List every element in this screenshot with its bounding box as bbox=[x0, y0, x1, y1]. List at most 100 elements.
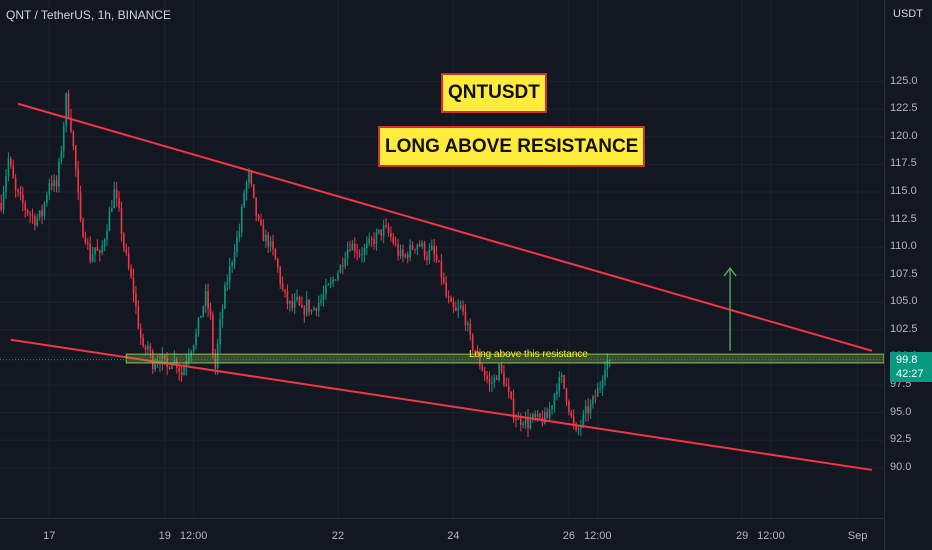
candle-body bbox=[498, 363, 500, 380]
candle bbox=[450, 295, 452, 303]
candle bbox=[89, 236, 92, 264]
candle-body bbox=[358, 253, 361, 256]
candle-body bbox=[481, 365, 484, 371]
candle bbox=[418, 240, 421, 248]
candle-body bbox=[46, 194, 48, 203]
candle-body bbox=[558, 377, 561, 392]
candle-body bbox=[510, 391, 512, 399]
candle-body bbox=[308, 299, 310, 312]
candle-body bbox=[14, 178, 17, 190]
time-tick-label: 22 bbox=[331, 530, 345, 542]
price-tick-label: 117.5 bbox=[890, 157, 917, 170]
candle-body bbox=[577, 428, 580, 430]
candle bbox=[22, 186, 24, 212]
candle-body bbox=[464, 311, 467, 326]
trendline bbox=[10, 338, 873, 471]
price-tick-label: 120.0 bbox=[890, 129, 918, 142]
price-tick-label: 125.0 bbox=[890, 74, 918, 87]
candle bbox=[445, 275, 448, 298]
candle-body bbox=[433, 245, 435, 255]
candle bbox=[329, 277, 332, 289]
candle bbox=[221, 304, 224, 328]
candle bbox=[24, 200, 27, 218]
time-tick-label: 26 bbox=[562, 530, 575, 542]
candle-body bbox=[111, 208, 113, 212]
candle-body bbox=[418, 244, 421, 247]
candle bbox=[82, 217, 84, 238]
candle bbox=[94, 247, 96, 263]
candle-body bbox=[378, 229, 380, 233]
candle-body bbox=[123, 233, 125, 249]
candle-body bbox=[515, 418, 517, 420]
candle bbox=[212, 311, 214, 359]
drawings bbox=[0, 102, 885, 471]
candle-body bbox=[72, 131, 75, 147]
candle-body bbox=[589, 404, 592, 414]
setup-label: LONG ABOVE RESISTANCE bbox=[378, 126, 646, 167]
candle-body bbox=[305, 299, 308, 315]
candle-body bbox=[214, 353, 217, 369]
candle-body bbox=[488, 379, 491, 384]
candle-body bbox=[402, 249, 404, 257]
candle-body bbox=[236, 237, 238, 253]
candle bbox=[207, 283, 209, 318]
candle-body bbox=[584, 406, 587, 414]
candle bbox=[349, 240, 351, 253]
candle-body bbox=[337, 272, 339, 280]
candle bbox=[406, 251, 409, 264]
candle-body bbox=[483, 370, 486, 376]
candle-body bbox=[575, 423, 577, 430]
candle-body bbox=[284, 289, 286, 292]
candles bbox=[0, 89, 611, 437]
candle bbox=[192, 344, 195, 354]
candle bbox=[0, 194, 3, 213]
candle-body bbox=[38, 210, 41, 218]
time-tick-label: Sep bbox=[847, 530, 868, 542]
candle bbox=[72, 130, 75, 151]
candle bbox=[195, 328, 197, 350]
axis-unit[interactable]: USDT bbox=[893, 8, 923, 20]
candle-body bbox=[147, 346, 149, 350]
candle-body bbox=[382, 225, 385, 236]
candle-body bbox=[120, 208, 123, 234]
candle-body bbox=[103, 239, 106, 247]
candle bbox=[375, 228, 378, 251]
price-tick-label: 102.5 bbox=[890, 322, 918, 335]
candle bbox=[313, 306, 315, 311]
candle-body bbox=[447, 296, 450, 299]
candle bbox=[118, 191, 120, 212]
candle bbox=[48, 178, 51, 201]
candle bbox=[277, 257, 279, 273]
candle bbox=[529, 413, 532, 430]
candle bbox=[19, 185, 22, 201]
candle bbox=[125, 243, 128, 257]
last-price: 99.8 bbox=[896, 353, 918, 366]
candle-body bbox=[5, 175, 7, 193]
time-tick-label: 12:00 bbox=[179, 530, 208, 542]
candle bbox=[411, 241, 414, 251]
candle bbox=[70, 108, 72, 134]
candle-body bbox=[231, 262, 233, 267]
candle-body bbox=[544, 412, 546, 424]
candle bbox=[363, 243, 366, 263]
time-tick-label: 24 bbox=[447, 530, 460, 542]
candle-body bbox=[26, 210, 29, 214]
candle-body bbox=[204, 291, 207, 307]
candle bbox=[130, 263, 132, 279]
candle bbox=[368, 232, 371, 246]
candle-body bbox=[327, 284, 330, 286]
candle-body bbox=[243, 192, 245, 207]
candle bbox=[457, 299, 460, 319]
candle bbox=[298, 295, 301, 306]
candle-body bbox=[233, 252, 236, 263]
candle bbox=[370, 235, 373, 247]
candle-body bbox=[173, 358, 176, 363]
candle bbox=[599, 380, 601, 393]
candle-body bbox=[188, 356, 190, 362]
candle bbox=[344, 251, 346, 270]
candle bbox=[498, 362, 500, 383]
candle bbox=[505, 377, 508, 387]
candle bbox=[358, 249, 361, 258]
candle bbox=[115, 181, 118, 207]
candle-body bbox=[79, 192, 82, 220]
